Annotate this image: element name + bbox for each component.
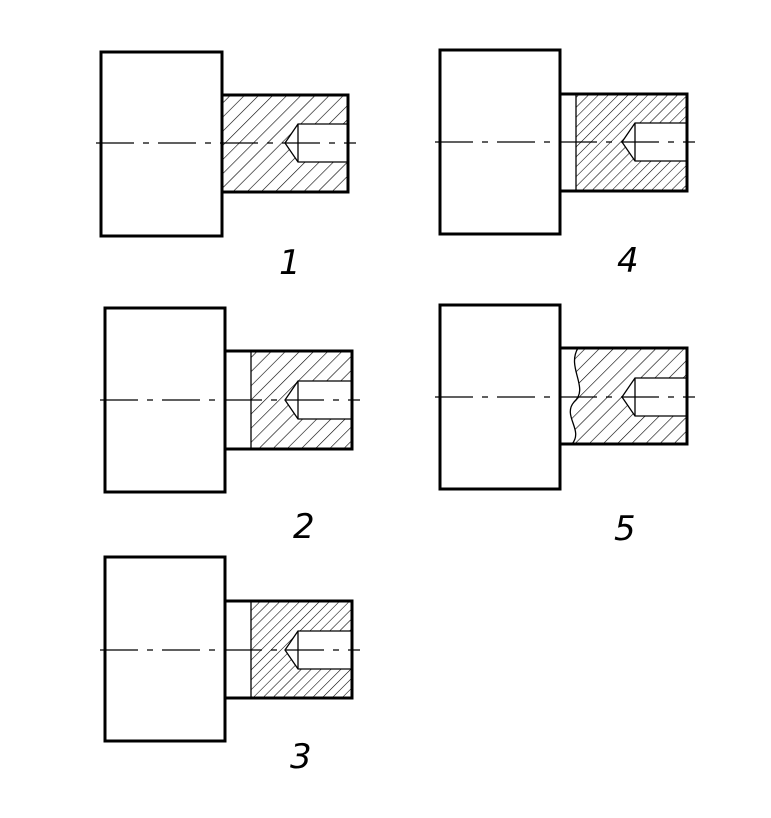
figure-1-head — [99, 50, 224, 238]
figure-5-wavy-break-line — [569, 347, 581, 445]
figure-1-label: 1 — [279, 243, 301, 283]
figure-4: 4 — [435, 48, 695, 281]
figure-5-label: 5 — [614, 509, 636, 549]
figure-3: 3 — [100, 555, 360, 777]
figure-2: 2 — [100, 306, 360, 547]
figure-5: 5 — [435, 303, 695, 549]
figure-5-shank-outline — [558, 346, 689, 446]
figure-3-label: 3 — [290, 737, 312, 777]
figure-3-head — [103, 555, 227, 743]
figure-4-label: 4 — [617, 241, 639, 281]
figure-2-label: 2 — [293, 507, 315, 547]
figure-1: 1 — [96, 50, 356, 283]
